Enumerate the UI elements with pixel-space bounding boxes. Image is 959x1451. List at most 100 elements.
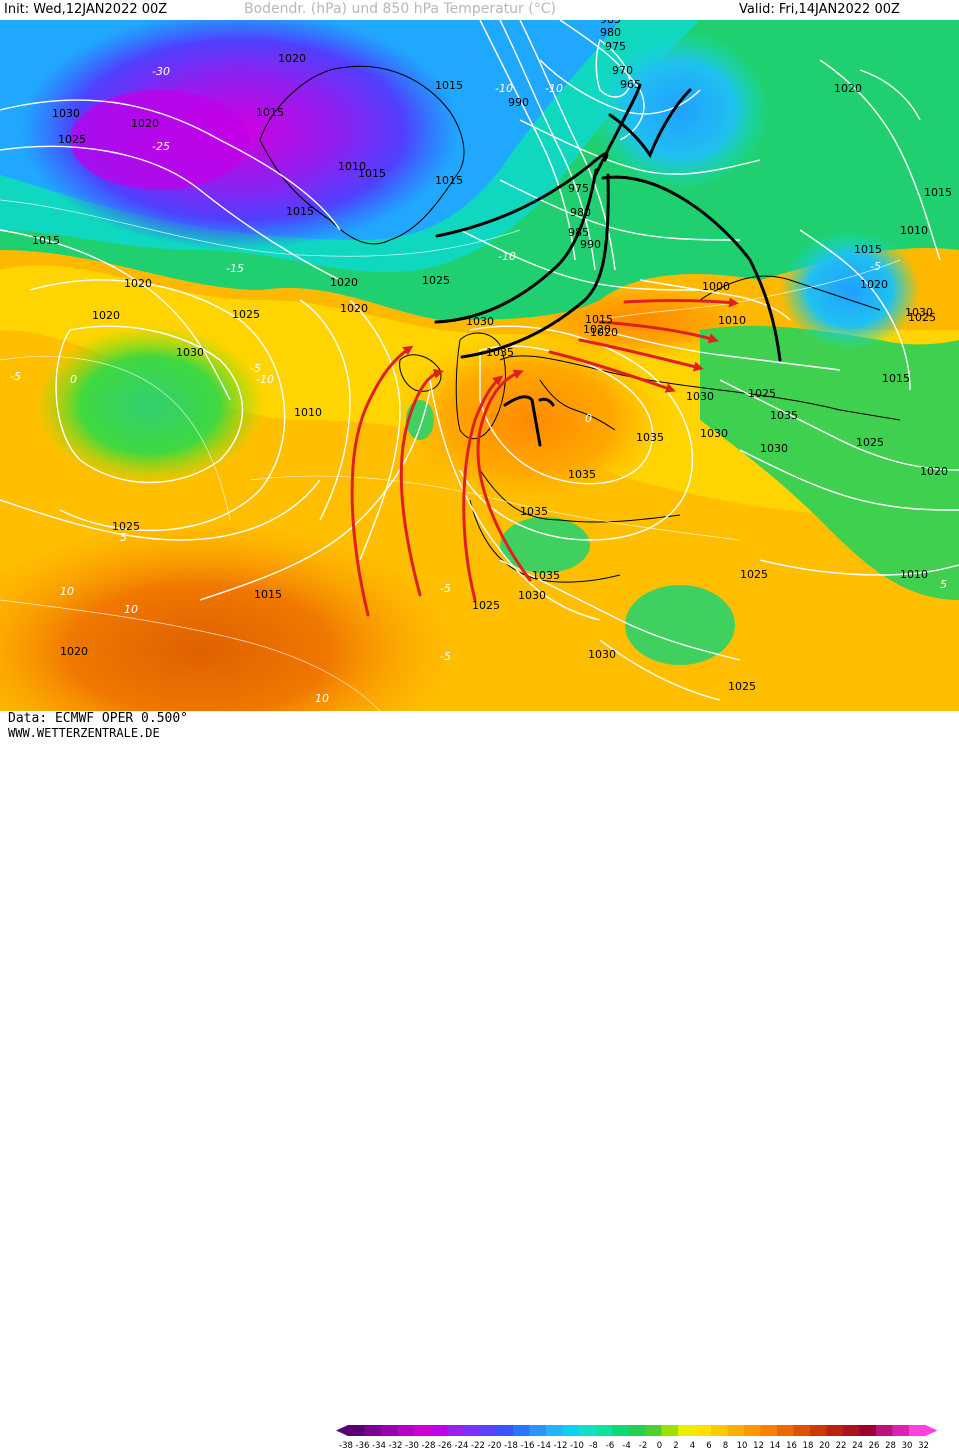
color-scale-swatch bbox=[793, 1425, 811, 1436]
color-scale-swatch bbox=[661, 1425, 679, 1436]
pressure-label: 1025 bbox=[728, 680, 756, 693]
color-scale-tick-label: 30 bbox=[902, 1441, 913, 1451]
color-scale-tick-label: 0 bbox=[657, 1441, 662, 1451]
temperature-label: 10 bbox=[60, 585, 74, 598]
pressure-label: 990 bbox=[580, 238, 601, 251]
color-scale-swatch bbox=[463, 1425, 481, 1436]
color-scale-swatch bbox=[711, 1425, 728, 1436]
temperature-label: -10 bbox=[495, 82, 513, 95]
arrow-6 bbox=[598, 320, 719, 344]
pressure-label: 975 bbox=[568, 182, 589, 195]
color-scale-swatch bbox=[447, 1425, 464, 1436]
color-scale-tick-label: 32 bbox=[918, 1441, 929, 1451]
color-scale-swatch bbox=[909, 1425, 926, 1436]
pressure-label: 1030 bbox=[588, 648, 616, 661]
color-scale-min-arrow bbox=[336, 1425, 348, 1436]
pressure-label: 1025 bbox=[748, 387, 776, 400]
weather-map: 1030 1025 1020 1020 1015 1015 1010 1015 1015 1015… bbox=[0, 10, 959, 741]
color-scale-tick-label: -14 bbox=[537, 1441, 551, 1451]
pressure-label: 980 bbox=[570, 206, 591, 219]
temperature-label: 5 bbox=[940, 578, 947, 591]
pressure-label: 1020 bbox=[590, 326, 618, 339]
coastlines bbox=[259, 65, 901, 583]
pressure-label: 1020 bbox=[330, 276, 358, 289]
pressure-label: 1000 bbox=[702, 280, 730, 293]
pressure-label: 1025 bbox=[472, 599, 500, 612]
pressure-label: 1030 bbox=[518, 589, 546, 602]
pressure-label: 1030 bbox=[176, 346, 204, 359]
color-scale-tick-label: -26 bbox=[438, 1441, 452, 1451]
color-scale-swatch bbox=[546, 1425, 563, 1436]
pressure-label: 1025 bbox=[58, 133, 86, 146]
pressure-label: 990 bbox=[508, 96, 529, 109]
pressure-label: 1035 bbox=[770, 409, 798, 422]
color-scale-swatch bbox=[727, 1425, 745, 1436]
pressure-label: 1020 bbox=[860, 278, 888, 291]
color-scale-max-arrow bbox=[925, 1425, 938, 1436]
pressure-label: 985 bbox=[568, 226, 589, 239]
pressure-label: 1015 bbox=[358, 167, 386, 180]
pressure-label: 1020 bbox=[278, 52, 306, 65]
color-scale-tick-label: 26 bbox=[869, 1441, 880, 1451]
arrow-5 bbox=[623, 297, 739, 308]
pressure-label: 1020 bbox=[124, 277, 152, 290]
temperature-label: -15 bbox=[226, 262, 244, 275]
color-scale-swatch bbox=[760, 1425, 778, 1436]
color-scale-swatch bbox=[480, 1425, 497, 1436]
color-scale-swatch bbox=[364, 1425, 382, 1436]
color-scale-tick-label: 18 bbox=[803, 1441, 814, 1451]
pressure-label: 1020 bbox=[834, 82, 862, 95]
temperature-label: -10 bbox=[545, 82, 563, 95]
pressure-label: 1015 bbox=[882, 372, 910, 385]
color-scale-tick-label: -16 bbox=[521, 1441, 535, 1451]
pressure-label: 1010 bbox=[900, 224, 928, 237]
pressure-label: 1015 bbox=[256, 106, 284, 119]
temperature-label: -5 bbox=[250, 362, 261, 375]
color-scale-tick-label: -20 bbox=[488, 1441, 502, 1451]
temperature-label: 10 bbox=[315, 692, 329, 705]
pressure-label: 965 bbox=[620, 78, 641, 91]
temperature-label: -5 bbox=[870, 260, 881, 273]
color-scale-tick-label: 22 bbox=[836, 1441, 847, 1451]
trough-lines bbox=[434, 83, 782, 447]
temperature-label: -5 bbox=[440, 582, 451, 595]
temperature-label: -5 bbox=[440, 650, 451, 663]
color-scale-tick-label: -12 bbox=[554, 1441, 568, 1451]
color-scale-tick-label: -36 bbox=[356, 1441, 370, 1451]
pressure-label: 1010 bbox=[900, 568, 928, 581]
temperature-label: 0 bbox=[585, 412, 592, 425]
data-source-label: Data: ECMWF OPER 0.500° bbox=[8, 711, 189, 726]
pressure-label: 1020 bbox=[583, 323, 611, 336]
color-scale-tick-label: -34 bbox=[372, 1441, 386, 1451]
map-header: Init: Wed,12JAN2022 00Z Bodendr. (hPa) u… bbox=[0, 0, 959, 20]
color-scale-tick-label: -4 bbox=[622, 1441, 630, 1451]
temperature-label: -5 bbox=[10, 370, 21, 383]
pressure-label: 970 bbox=[612, 64, 633, 77]
color-scale-tick-label: 6 bbox=[706, 1441, 711, 1451]
color-scale-swatch bbox=[595, 1425, 613, 1436]
pressure-label: 1025 bbox=[740, 568, 768, 581]
color-scale-tick-label: -22 bbox=[471, 1441, 485, 1451]
arrow-1 bbox=[350, 345, 414, 617]
color-scale-swatch bbox=[645, 1425, 662, 1436]
color-scale-tick-label: 10 bbox=[737, 1441, 748, 1451]
arrow-8 bbox=[548, 350, 676, 393]
color-scale-tick-label: -38 bbox=[339, 1441, 353, 1451]
color-scale-tick-label: 12 bbox=[753, 1441, 764, 1451]
temperature-label: -10 bbox=[498, 250, 516, 263]
arrow-7 bbox=[578, 338, 704, 372]
color-scale-swatch bbox=[381, 1425, 398, 1436]
pressure-label: 1015 bbox=[924, 186, 952, 199]
color-scale-tick-label: -28 bbox=[422, 1441, 436, 1451]
pressure-label: 1020 bbox=[131, 117, 159, 130]
color-scale-swatch bbox=[628, 1425, 646, 1436]
pressure-labels: 1030102510201020101510151010101510151015… bbox=[32, 13, 952, 693]
init-time-label: Init: Wed,12JAN2022 00Z bbox=[4, 2, 168, 17]
pressure-label: 1030 bbox=[466, 315, 494, 328]
pressure-label: 1025 bbox=[422, 274, 450, 287]
temperature-label: 10 bbox=[124, 603, 138, 616]
isobars bbox=[0, 19, 959, 701]
color-scale-swatch bbox=[430, 1425, 448, 1436]
color-scale-tick-label: 28 bbox=[885, 1441, 896, 1451]
